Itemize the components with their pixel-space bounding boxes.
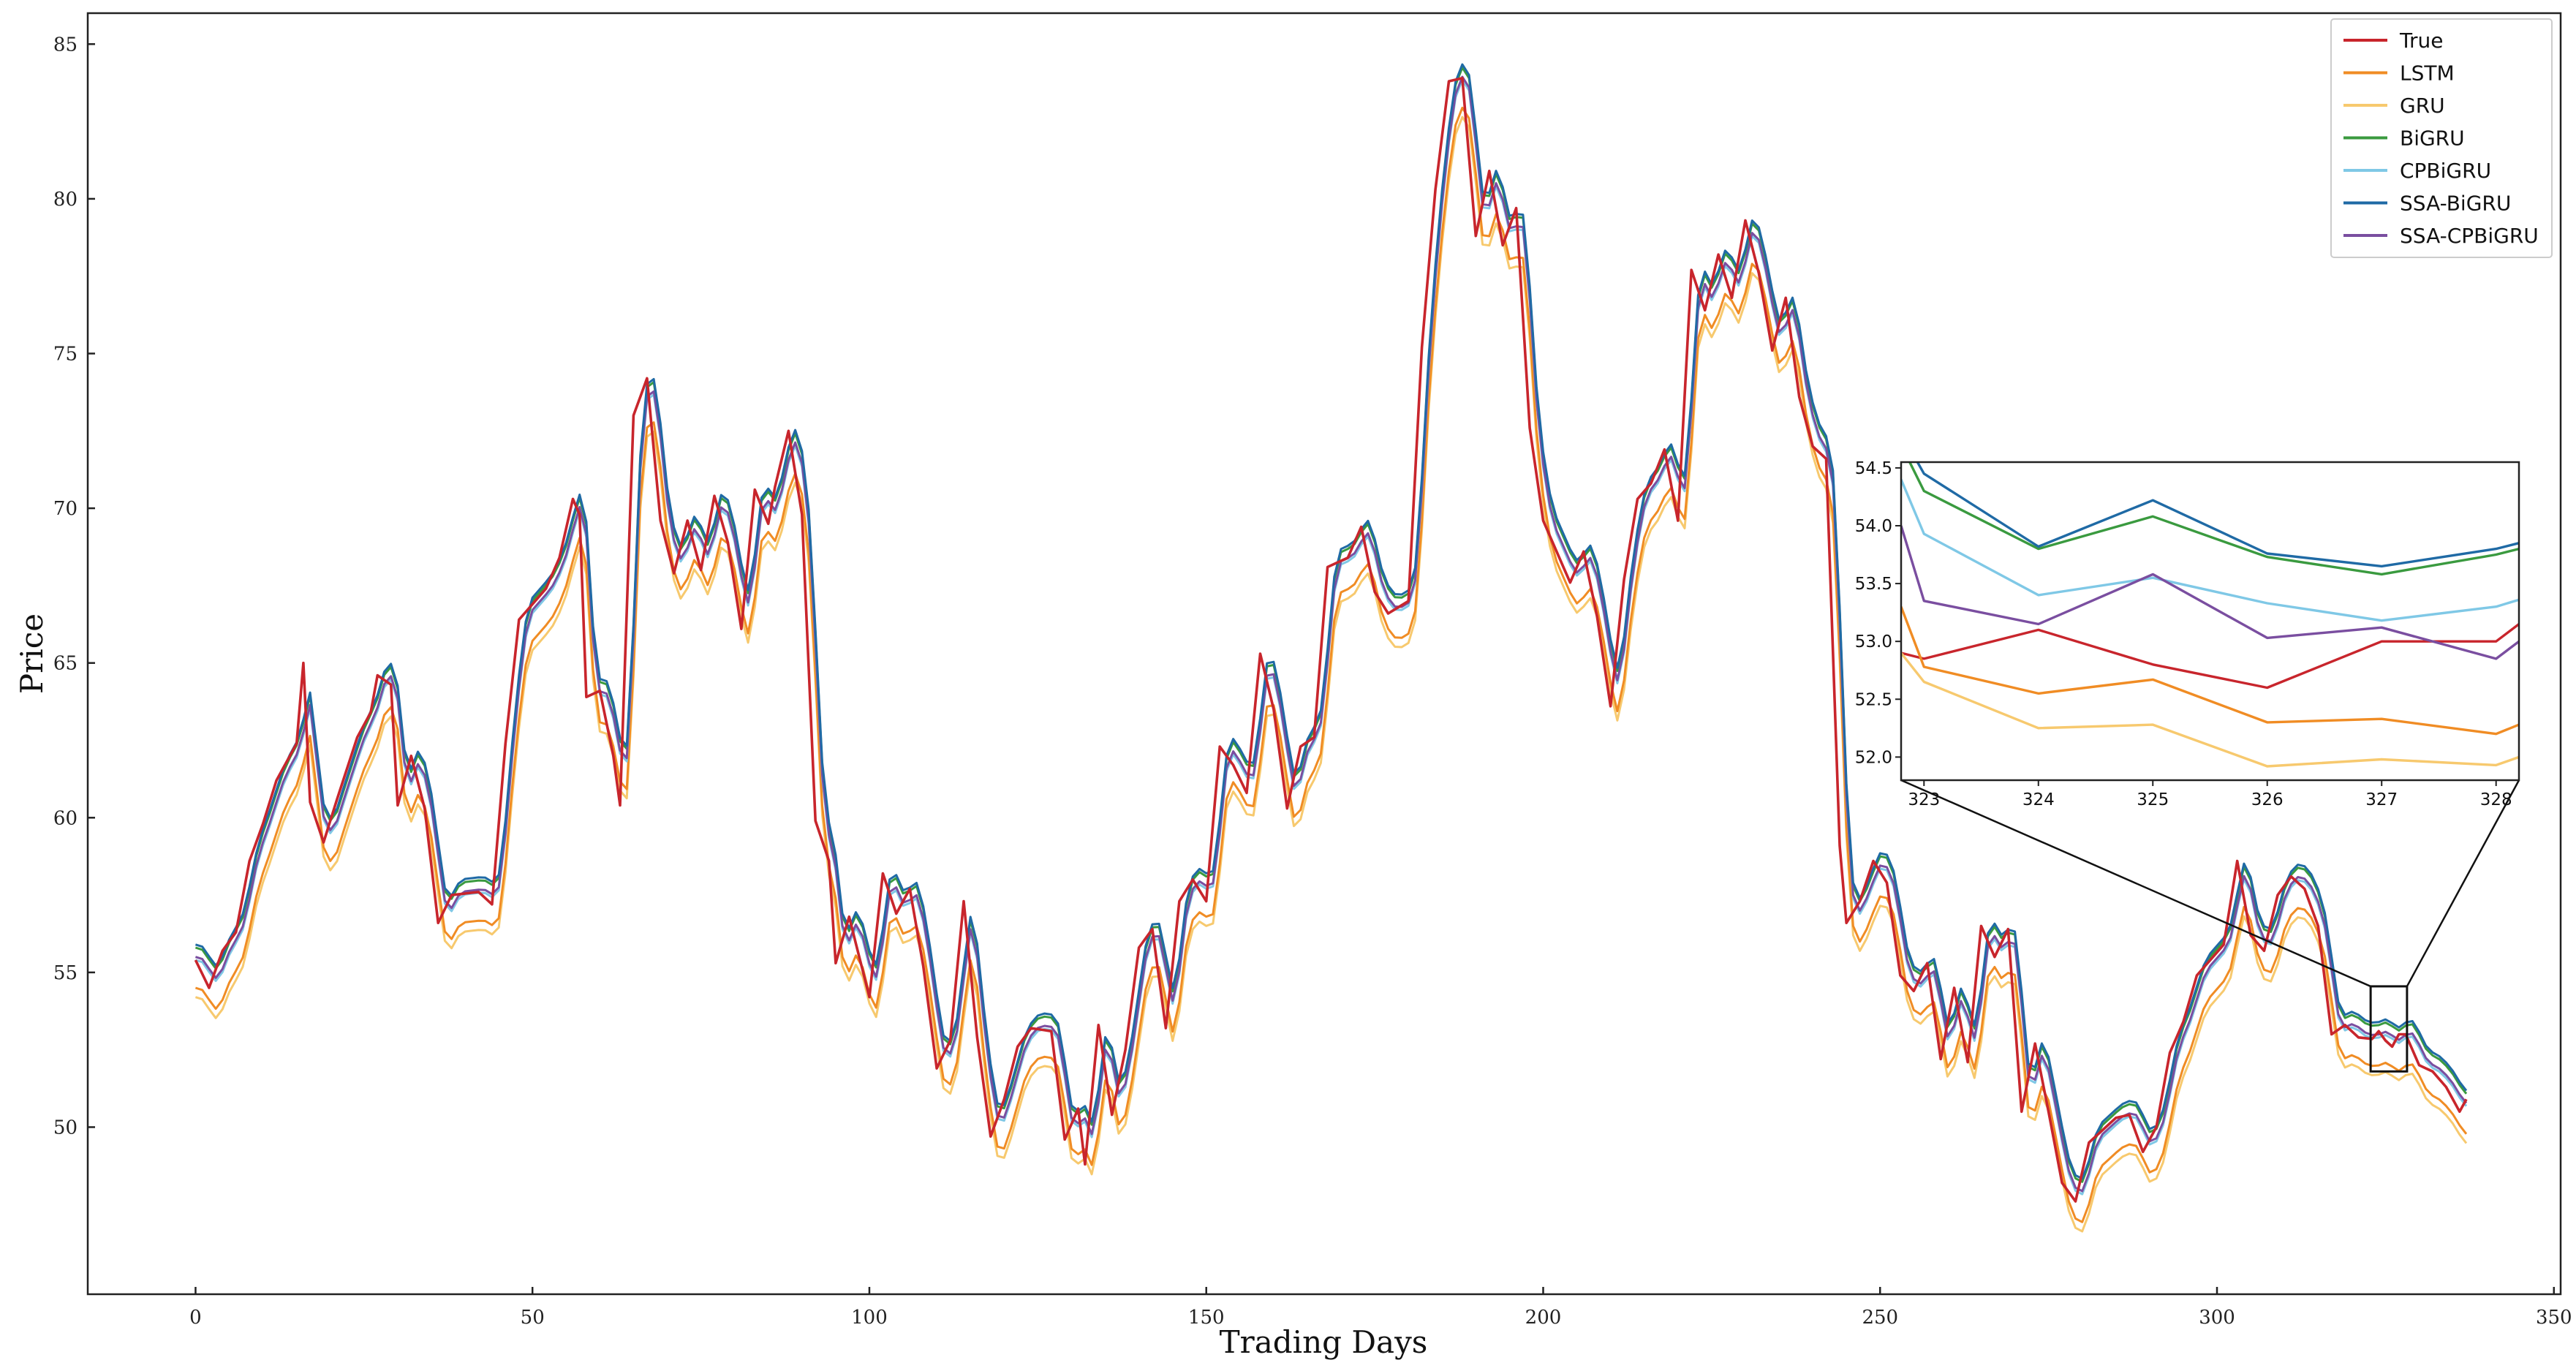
y-tick-label: 50	[53, 1117, 78, 1138]
series-line-true	[194, 77, 2468, 1203]
inset-line-lstm	[1901, 606, 2519, 736]
inset-x-tick-label: 323	[1908, 790, 1940, 809]
plot-frame	[86, 12, 2562, 1296]
legend: True LSTM GRU BiGRU CPBiGRU SSA-BiGRU SSA-CPBi…	[2330, 18, 2553, 258]
legend-label: LSTM	[2400, 61, 2455, 86]
legend-label: BiGRU	[2400, 126, 2465, 151]
inset-line-bigru	[1908, 462, 2519, 576]
y-tick-label: 75	[53, 344, 78, 366]
zoom-region-box	[2369, 985, 2409, 1073]
inset-line-ssa-cpbigru	[1901, 525, 2519, 660]
x-tick-label: 300	[2199, 1307, 2235, 1329]
inset-y-tick-label: 54.0	[1855, 517, 1892, 536]
legend-items: True LSTM GRU BiGRU CPBiGRU SSA-BiGRU SSA-CPBi…	[2343, 29, 2539, 248]
y-tick-label: 80	[53, 189, 78, 211]
legend-label: CPBiGRU	[2400, 159, 2491, 183]
inset-x-tick-label: 328	[2480, 790, 2512, 809]
legend-label: GRU	[2400, 94, 2445, 118]
x-axis: 0 50 100 150 200 250 300 350	[189, 1287, 2572, 1329]
x-tick-label: 100	[851, 1307, 888, 1329]
legend-label: SSA-CPBiGRU	[2400, 224, 2539, 248]
x-tick-label: 200	[1525, 1307, 1562, 1329]
y-tick-label: 85	[53, 34, 78, 56]
inset-y-tick-label: 53.5	[1855, 575, 1892, 594]
inset-frame	[1900, 461, 2520, 782]
legend-label: SSA-BiGRU	[2400, 192, 2511, 216]
zoom-connector-line	[2406, 779, 2520, 987]
inset-line-true	[1901, 623, 2519, 690]
y-tick-label: 70	[53, 498, 78, 520]
inset-y-tick-label: 54.5	[1855, 459, 1892, 478]
x-axis-label: Trading Days	[1220, 1324, 1428, 1360]
y-tick-label: 60	[53, 807, 78, 829]
inset-line-gru	[1901, 651, 2519, 768]
series-line-ssa-cpbigru	[194, 75, 2468, 1193]
inset-x-tick-label: 326	[2251, 790, 2284, 809]
inset-line-ssa-bigru	[1916, 462, 2519, 568]
x-tick-label: 50	[521, 1307, 545, 1329]
inset-series-group	[1901, 462, 2519, 768]
y-axis: 50 55 60 65 70 75 80 85	[53, 34, 95, 1138]
inset-x-axis: 323 324 325 326 327 328	[1908, 780, 2512, 809]
y-axis-label: Price	[14, 613, 50, 694]
x-tick-label: 250	[1862, 1307, 1898, 1329]
inset-x-tick-label: 324	[2022, 790, 2055, 809]
series-line-ssa-bigru	[194, 63, 2468, 1180]
inset-background	[1901, 462, 2519, 780]
inset-x-tick-label: 325	[2137, 790, 2169, 809]
series-line-lstm	[194, 106, 2468, 1223]
inset-y-tick-label: 52.5	[1855, 690, 1892, 709]
y-tick-label: 55	[53, 962, 78, 984]
inset-chart: 323 324 325 326 327 328 52.052.553.053.554.05…	[1855, 459, 2520, 809]
x-tick-label: 150	[1188, 1307, 1225, 1329]
inset-y-tick-label: 53.0	[1855, 632, 1892, 651]
inset-y-axis: 52.0 52.5 53.0 53.5 54.0 54.5	[1855, 459, 1901, 767]
x-tick-label: 350	[2536, 1307, 2572, 1329]
x-tick-label: 0	[189, 1307, 202, 1329]
legend-label: True	[2399, 29, 2443, 53]
zoom-connector-line	[1900, 779, 2371, 988]
main-series-group	[194, 63, 2468, 1233]
y-tick-label: 65	[53, 653, 78, 675]
inset-x-tick-label: 327	[2365, 790, 2398, 809]
legend-frame	[2330, 18, 2553, 258]
inset-y-tick-label: 52.0	[1855, 748, 1892, 767]
inset-line-cpbigru	[1901, 479, 2519, 622]
